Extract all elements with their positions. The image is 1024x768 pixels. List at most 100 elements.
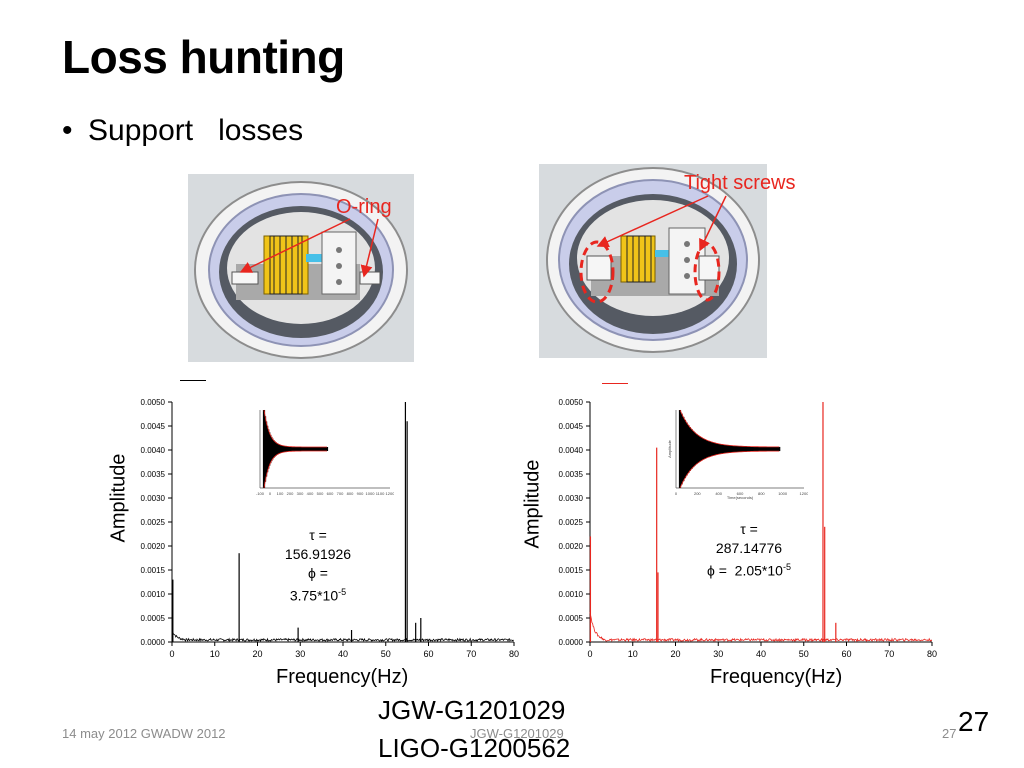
right-x-axis-label: Frequency(Hz) — [710, 666, 843, 688]
noise-floor — [171, 630, 514, 643]
x-tick-label: 50 — [381, 649, 391, 659]
x-tick-label: 80 — [509, 649, 519, 659]
left-spectrum-svg: 0.0000 0.0005 0.0010 0.0015 0.0020 0.0025 0.00… — [141, 398, 519, 659]
inset-x-tick-label: 800 — [347, 491, 354, 496]
y-tick-label: 0.0030 — [141, 494, 166, 503]
y-tick-label: 0.0010 — [141, 590, 166, 599]
y-tick-label: 0.0045 — [141, 422, 166, 431]
y-tick-label: 0.0040 — [141, 446, 166, 455]
right-tau-label: τ = — [740, 521, 758, 537]
x-tick-label: 60 — [423, 649, 433, 659]
inset-x-axis-label: Time(seconds) — [727, 495, 754, 500]
bullet-marker: • — [62, 114, 73, 147]
noise-floor — [589, 612, 933, 643]
y-tick-label: 0.0020 — [141, 542, 166, 551]
y-tick-label: 0.0030 — [559, 494, 584, 503]
inset-x-tick-label: 400 — [715, 491, 722, 496]
y-tick-label: 0.0015 — [559, 566, 584, 575]
x-tick-label: 40 — [338, 649, 348, 659]
y-tick-label: 0.0025 — [559, 518, 584, 527]
inset-x-tick-label: 200 — [287, 491, 294, 496]
inset-fit-upper — [679, 409, 780, 448]
inset-x-tick-label: 600 — [737, 491, 744, 496]
left-tau-value: 156.91926 — [284, 546, 352, 562]
inset-x-tick-label: 600 — [327, 491, 334, 496]
left-x-axis-label: Frequency(Hz) — [276, 666, 409, 688]
x-tick-label: 30 — [713, 649, 723, 659]
inset-x-tick-label: 0 — [675, 491, 678, 496]
inset-x-tick-label: 900 — [357, 491, 364, 496]
right-setup-photo — [539, 164, 767, 358]
right-decay-inset: 0 200 400 600 800 1000 1200 Time(seconds) Amplit… — [667, 404, 809, 500]
y-tick-label: 0.0010 — [559, 590, 584, 599]
o-ring-label: O-ring — [336, 196, 392, 218]
x-tick-label: 40 — [756, 649, 766, 659]
footer-page-small: 27 — [942, 726, 957, 741]
inset-x-tick-label: 1000 — [366, 491, 376, 496]
y-tick-label: 0.0015 — [141, 566, 166, 575]
x-tick-label: 70 — [884, 649, 894, 659]
right-phi-value: ϕ = 2.05*10-5 — [707, 562, 791, 579]
inset-fit-upper — [263, 409, 327, 448]
x-tick-label: 70 — [466, 649, 476, 659]
legend-line-black — [180, 380, 206, 381]
x-tick-label: 10 — [628, 649, 638, 659]
x-tick-label: 30 — [295, 649, 305, 659]
right-spectrum-chart: 0.0000 0.0005 0.0010 0.0015 0.0020 0.0025 0.00… — [538, 392, 940, 664]
inset-fit-lower — [679, 450, 780, 489]
bullet-text: Support losses — [88, 114, 304, 147]
y-tick-label: 0.0020 — [559, 542, 584, 551]
inset-x-tick-label: 1200 — [386, 491, 394, 496]
left-decay-inset: -100 0 100 200 300 400 500 600 700 800 900 1000 1100… — [252, 404, 395, 500]
inset-x-tick-label: 0 — [269, 491, 272, 496]
x-tick-label: 20 — [252, 649, 262, 659]
inset-x-tick-label: 300 — [297, 491, 304, 496]
right-decay-svg: 0 200 400 600 800 1000 1200 Time(seconds) Amplit… — [667, 409, 809, 500]
left-spectrum-chart: 0.0000 0.0005 0.0010 0.0015 0.0020 0.0025 0.00… — [120, 392, 522, 664]
x-tick-label: 50 — [799, 649, 809, 659]
left-tau-label: τ = — [309, 527, 327, 543]
y-tick-label: 0.0035 — [559, 470, 584, 479]
left-phi-value: 3.75*10-5 — [289, 587, 347, 604]
x-tick-label: 60 — [841, 649, 851, 659]
y-tick-label: 0.0005 — [141, 614, 166, 623]
tight-screws-label: Tight screws — [684, 172, 796, 194]
y-tick-label: 0.0000 — [141, 638, 166, 647]
y-tick-label: 0.0050 — [141, 398, 166, 407]
inset-x-tick-label: 700 — [337, 491, 344, 496]
inset-x-tick-label: 200 — [694, 491, 701, 496]
inset-x-tick-label: -100 — [256, 491, 265, 496]
inset-x-tick-label: 500 — [317, 491, 324, 496]
left-phi-label: ϕ = — [308, 565, 328, 581]
y-tick-label: 0.0045 — [559, 422, 584, 431]
legend-line-red — [602, 383, 628, 384]
inset-x-tick-label: 100 — [277, 491, 284, 496]
x-tick-label: 0 — [587, 649, 592, 659]
jgw-doc-id: JGW-G1201029 — [378, 695, 566, 725]
y-tick-label: 0.0050 — [559, 398, 584, 407]
y-tick-label: 0.0040 — [559, 446, 584, 455]
left-fit-result: τ = 156.91926 ϕ = 3.75*10-5 — [270, 526, 366, 606]
y-tick-label: 0.0000 — [559, 638, 584, 647]
x-tick-label: 0 — [169, 649, 174, 659]
right-fit-result: τ = 287.14776 ϕ = 2.05*10-5 — [694, 520, 804, 581]
inset-x-tick-label: 1000 — [778, 491, 788, 496]
inset-x-tick-label: 1100 — [376, 491, 385, 496]
y-tick-label: 0.0005 — [559, 614, 584, 623]
y-tick-label: 0.0035 — [141, 470, 166, 479]
slide-title: Loss hunting — [62, 31, 345, 83]
left-decay-svg: -100 0 100 200 300 400 500 600 700 800 900 1000 1100… — [256, 409, 395, 496]
right-y-axis-label: Amplitude — [521, 459, 544, 549]
inset-x-tick-label: 800 — [758, 491, 765, 496]
inset-x-tick-label: 1200 — [800, 491, 808, 496]
footer-center: JGW-G1201029 — [470, 726, 564, 741]
left-y-axis-label: Amplitude — [107, 453, 130, 543]
ligo-doc-id: LIGO-G1200562 — [378, 733, 571, 763]
right-tau-value: 287.14776 — [715, 540, 783, 556]
inset-fit-lower — [263, 450, 327, 489]
footer-date: 14 may 2012 GWADW 2012 — [62, 726, 226, 741]
x-tick-label: 80 — [927, 649, 937, 659]
bullet-item: • Support losses — [62, 114, 303, 148]
x-tick-label: 20 — [670, 649, 680, 659]
left-setup-photo — [188, 174, 414, 362]
